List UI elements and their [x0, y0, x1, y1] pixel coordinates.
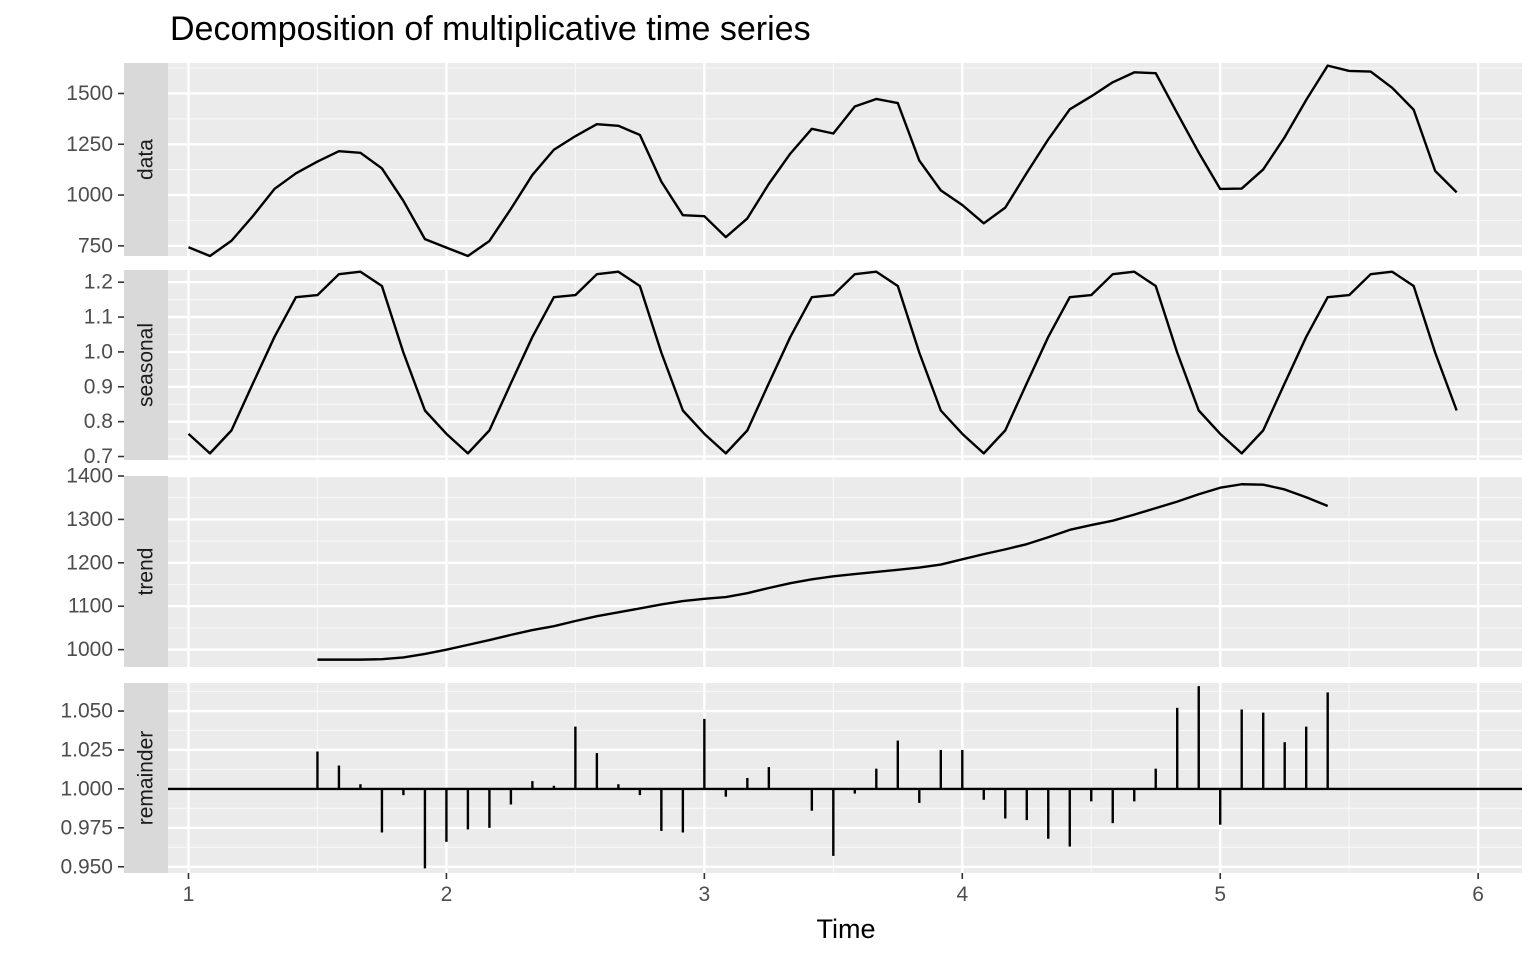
y-tick-label: 1.2 — [84, 271, 113, 294]
y-tick-label: 0.975 — [60, 816, 113, 839]
strip-background — [124, 476, 168, 667]
y-tick-label: 1200 — [66, 551, 113, 574]
x-tick-label: 5 — [1214, 883, 1226, 906]
x-tick-label: 3 — [699, 883, 711, 906]
y-tick-label: 0.7 — [84, 445, 113, 468]
y-tick-label: 0.9 — [84, 375, 113, 398]
strip-background — [124, 270, 168, 460]
y-tick-label: 750 — [78, 234, 113, 257]
panel-background — [124, 270, 1522, 460]
x-tick-label: 2 — [441, 883, 453, 906]
x-tick-label: 6 — [1472, 883, 1484, 906]
series-line-seasonal — [187, 270, 1458, 455]
y-tick-label: 0.8 — [84, 410, 113, 433]
x-tick-label: 1 — [183, 883, 195, 906]
y-tick-label: 0.950 — [60, 855, 113, 878]
y-tick-label: 1300 — [66, 508, 113, 531]
y-tick-label: 1250 — [66, 133, 113, 156]
y-tick-label: 1100 — [68, 595, 113, 618]
panel-seasonal: seasonal 0.7 0.8 0.9 1.0 1.1 1.2 — [84, 270, 1522, 468]
y-tick-label: 1500 — [66, 82, 113, 105]
y-tick-label: 1.1 — [84, 306, 113, 329]
y-tick-label: 1.050 — [60, 700, 113, 723]
strip-label-data: data — [135, 139, 158, 180]
y-tick-label: 1000 — [66, 184, 113, 207]
panel-remainder: remainder 0.950 0.975 1.000 1.025 1.050 — [60, 683, 1522, 878]
x-tick-label: 4 — [956, 883, 968, 906]
series-line-data — [188, 64, 1458, 258]
panels-group: data 750 1000 1250 1500 seasonal 0.7 0.8 0.9 1.0 1… — [60, 63, 1522, 878]
strip-label-trend: trend — [135, 548, 158, 596]
x-axis-title: Time — [817, 914, 876, 944]
strip-label-remainder: remainder — [135, 731, 158, 826]
y-tick-label: 1.000 — [60, 777, 113, 800]
strip-background — [124, 683, 168, 873]
panel-background — [124, 683, 1522, 873]
panel-data: data 750 1000 1250 1500 — [66, 63, 1522, 257]
y-tick-label: 1000 — [66, 638, 113, 661]
panel-background — [124, 476, 1522, 667]
strip-background — [124, 63, 168, 256]
y-tick-label: 1.025 — [60, 738, 113, 761]
panel-trend: trend 1000 1100 1200 1300 1400 — [66, 465, 1522, 667]
series-line-trend — [317, 483, 1329, 661]
panel-background — [124, 63, 1522, 256]
y-tick-label: 1400 — [66, 465, 113, 488]
y-tick-label: 1.0 — [84, 340, 113, 363]
x-axis: 1 2 3 4 5 6 — [183, 873, 1484, 906]
strip-label-seasonal: seasonal — [135, 323, 158, 407]
chart-title: Decomposition of multiplicative time ser… — [170, 10, 811, 48]
